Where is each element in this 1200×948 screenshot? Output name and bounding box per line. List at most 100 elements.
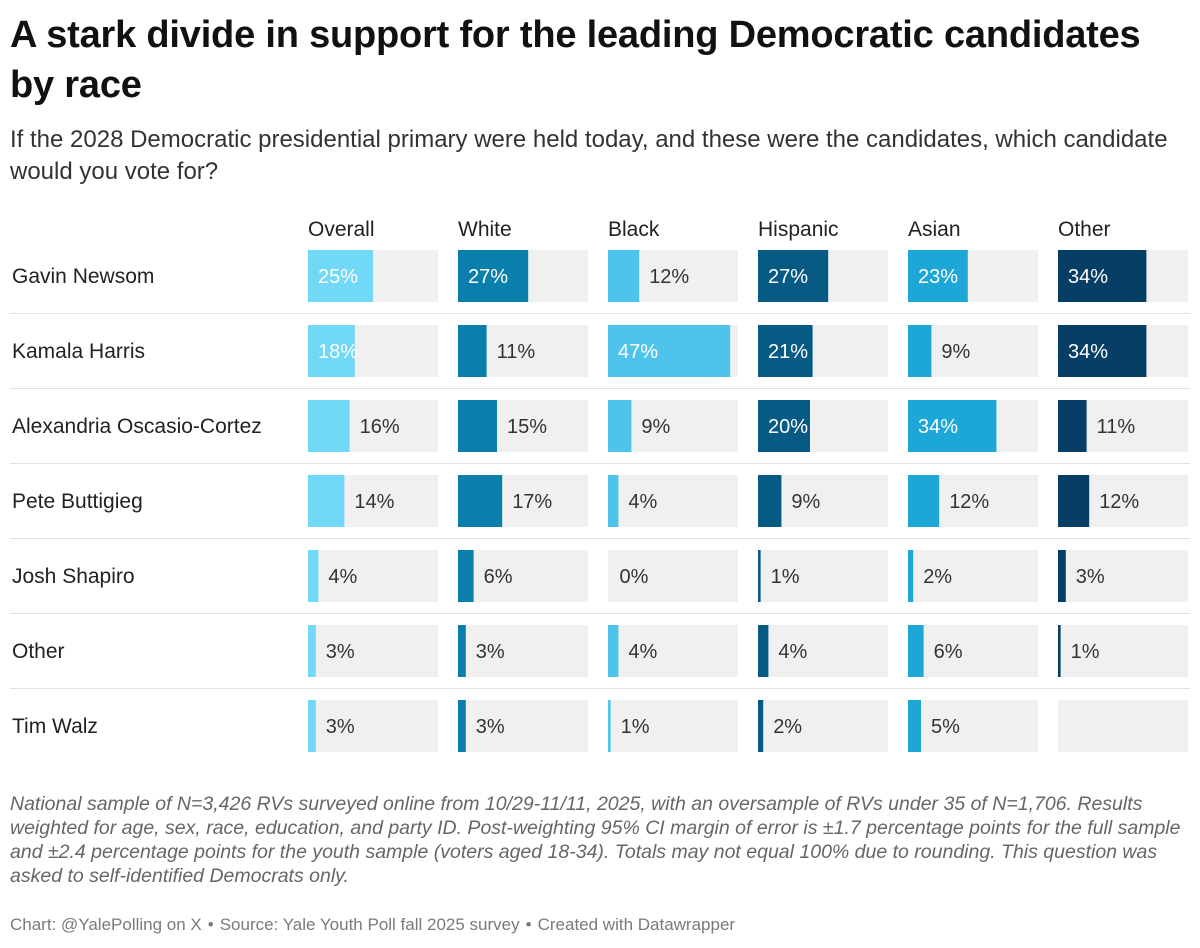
data-label: 3% (476, 716, 505, 738)
data-label: 16% (360, 416, 400, 438)
data-label: 11% (497, 341, 536, 363)
bar (758, 400, 810, 452)
bar (758, 625, 769, 677)
data-label: 12% (649, 266, 689, 288)
credit-source: Source: Yale Youth Poll fall 2025 survey (219, 915, 520, 934)
row-label-kamala-harris: Kamala Harris (12, 340, 145, 363)
data-label: 17% (512, 491, 552, 513)
data-label: 1% (621, 716, 650, 738)
column-header-overall: Overall (308, 218, 375, 241)
column-header-white: White (458, 218, 512, 241)
bar (908, 475, 940, 527)
bar (458, 625, 466, 677)
data-label: 6% (484, 566, 513, 588)
credit-separator: • (207, 915, 214, 934)
data-label: 4% (328, 566, 357, 588)
bar-track (308, 550, 438, 602)
data-label: 34% (1068, 341, 1108, 363)
data-label: 1% (771, 566, 800, 588)
bar (308, 475, 345, 527)
data-label: 9% (941, 341, 970, 363)
chart-subtitle: If the 2028 Democratic presidential prim… (10, 126, 1168, 185)
data-label: 2% (923, 566, 952, 588)
data-label: 12% (1099, 491, 1139, 513)
bar (308, 700, 316, 752)
data-label: 3% (326, 641, 355, 663)
bar (308, 625, 316, 677)
bar (608, 250, 640, 302)
chart-title: A stark divide in support for the leadin… (10, 14, 1141, 106)
bar (1058, 475, 1090, 527)
bar (458, 400, 497, 452)
bar-track (458, 625, 588, 677)
credit-separator: • (525, 915, 532, 934)
data-label: 9% (641, 416, 670, 438)
column-header-hispanic: Hispanic (758, 218, 839, 241)
data-label: 5% (931, 716, 960, 738)
bar (608, 325, 731, 377)
bar (1058, 400, 1087, 452)
data-label: 21% (768, 341, 808, 363)
column-header-other: Other (1058, 218, 1111, 241)
data-label: 18% (318, 341, 358, 363)
bar (908, 625, 924, 677)
data-label: 3% (476, 641, 505, 663)
bar-track (608, 475, 738, 527)
bar (608, 475, 619, 527)
bar-track (308, 625, 438, 677)
bar-track (758, 625, 888, 677)
bar-track (608, 625, 738, 677)
bar (758, 250, 829, 302)
data-label: 11% (1097, 416, 1136, 438)
bar-track (608, 550, 738, 602)
data-label: 47% (618, 341, 658, 363)
data-label: 9% (791, 491, 820, 513)
data-label: 23% (918, 266, 958, 288)
bar (908, 400, 997, 452)
data-label: 0% (620, 566, 649, 588)
data-label: 25% (318, 266, 358, 288)
bar-chart: Overall White Black Hispanic Asian Other Gavin… (10, 218, 1190, 752)
bar-track (608, 700, 738, 752)
data-label: 2% (773, 716, 802, 738)
bar (458, 700, 466, 752)
chart-credit: Chart: @YalePolling on X • Source: Yale Yo… (10, 914, 1190, 936)
data-label: 15% (507, 416, 547, 438)
bar (458, 250, 529, 302)
bar (908, 550, 914, 602)
chart-notes: National sample of N=3,426 RVs surveyed … (10, 793, 1181, 887)
bar (908, 700, 921, 752)
bar (308, 250, 373, 302)
data-label: 3% (326, 716, 355, 738)
data-label: 14% (354, 491, 394, 513)
bar-track (1058, 700, 1188, 752)
data-label: 3% (1076, 566, 1105, 588)
bar (308, 325, 355, 377)
bar (758, 325, 813, 377)
bar (308, 550, 319, 602)
data-label: 27% (468, 266, 508, 288)
bar-track (1058, 625, 1188, 677)
credit-tool: Created with Datawrapper (537, 915, 736, 934)
data-label: 4% (628, 641, 657, 663)
bar-track (458, 700, 588, 752)
bar (1058, 550, 1066, 602)
row-label-alexandria-oscasio-cortez: Alexandria Oscasio-Cortez (12, 415, 262, 438)
bar-track (908, 550, 1038, 602)
column-header-black: Black (608, 218, 660, 241)
bar (758, 700, 764, 752)
row-label-other: Other (12, 640, 65, 663)
bar (458, 550, 474, 602)
credit-chart: Chart: @YalePolling on X (10, 915, 202, 934)
row-label-pete-buttigieg: Pete Buttigieg (12, 490, 143, 513)
bar (608, 400, 632, 452)
row-label-tim-walz: Tim Walz (12, 715, 98, 738)
bar (1058, 625, 1061, 677)
bar-track (908, 625, 1038, 677)
bar (758, 550, 761, 602)
bar (308, 400, 350, 452)
data-label: 6% (934, 641, 963, 663)
bar (1058, 325, 1147, 377)
data-label: 34% (1068, 266, 1108, 288)
data-label: 20% (768, 416, 808, 438)
